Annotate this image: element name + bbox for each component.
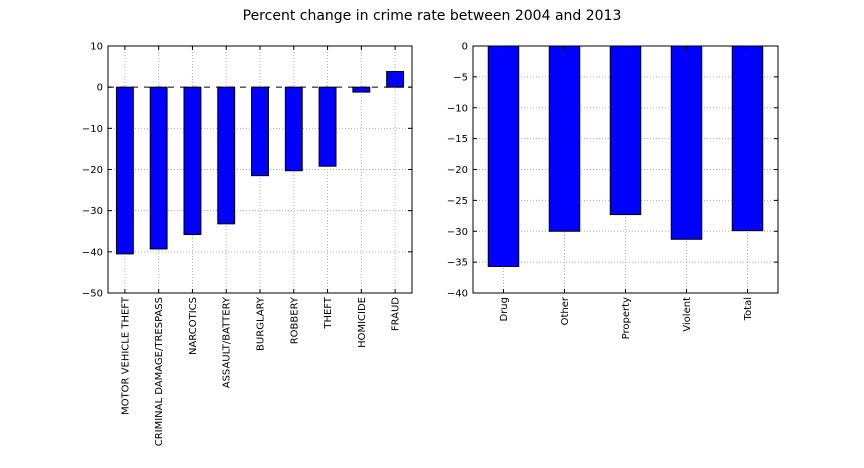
x-tick-label: Other <box>560 296 571 325</box>
bar-assault-battery <box>217 86 236 225</box>
bar-robbery <box>284 86 303 172</box>
bar-violent <box>670 45 703 240</box>
bar-drug <box>487 45 520 267</box>
y-tick-label: −20 <box>447 165 468 176</box>
x-tick-label: Violent <box>682 297 693 332</box>
y-tick-label: −15 <box>447 134 468 145</box>
bar-narcotics <box>183 86 202 236</box>
y-tick-label: −50 <box>82 289 103 300</box>
y-tick-label: −30 <box>82 206 103 217</box>
bar-other <box>548 45 581 232</box>
x-tick-label: ASSAULT/BATTERY <box>222 296 233 388</box>
x-tick-label: CRIMINAL DAMAGE/TRESPASS <box>154 297 165 446</box>
y-tick-label: −40 <box>82 247 103 258</box>
bar-criminal-damage-trespass <box>149 86 168 250</box>
x-tick-label: BURGLARY <box>256 296 267 351</box>
left-chart-crime-categories: 10 0 −10 −20 −30 −40 −50 MOTOR VEHICLE THEFT CRI… <box>82 42 413 446</box>
y-tick-label: −35 <box>447 258 468 269</box>
bar-fraud <box>386 71 405 88</box>
y-tick-label: −20 <box>82 165 103 176</box>
y-tick-label: 0 <box>97 83 103 94</box>
x-tick-label: THEFT <box>323 296 334 330</box>
bar-motor-vehicle-theft <box>115 86 134 255</box>
y-tick-label: −30 <box>447 227 468 238</box>
bar-theft <box>318 86 337 167</box>
bar-homicide <box>352 86 371 93</box>
bar-total <box>731 45 764 232</box>
bar-property <box>609 45 642 216</box>
y-tick-label: −10 <box>82 124 103 135</box>
y-tick-label: −25 <box>447 196 468 207</box>
x-tick-label: Property <box>621 297 632 339</box>
figure-title: Percent change in crime rate between 200… <box>243 8 622 24</box>
y-tick-label: 0 <box>462 42 468 53</box>
x-tick-label: HOMICIDE <box>357 297 368 348</box>
y-tick-label: −40 <box>447 289 468 300</box>
right-chart-crime-groups: 0 −5 −10 −15 −20 −25 −30 −35 −40 Drug Other Propert… <box>447 42 779 339</box>
y-tick-label: −10 <box>447 103 468 114</box>
x-tick-label: ROBBERY <box>289 296 300 344</box>
x-tick-label: FRAUD <box>391 297 402 331</box>
x-tick-label: MOTOR VEHICLE THEFT <box>120 296 131 415</box>
x-tick-label: Total <box>743 297 754 321</box>
y-tick-label: 10 <box>90 42 103 53</box>
y-tick-label: −5 <box>453 72 468 83</box>
x-tick-label: Drug <box>499 297 510 322</box>
x-tick-label: NARCOTICS <box>188 297 199 355</box>
bar-burglary <box>251 86 269 177</box>
